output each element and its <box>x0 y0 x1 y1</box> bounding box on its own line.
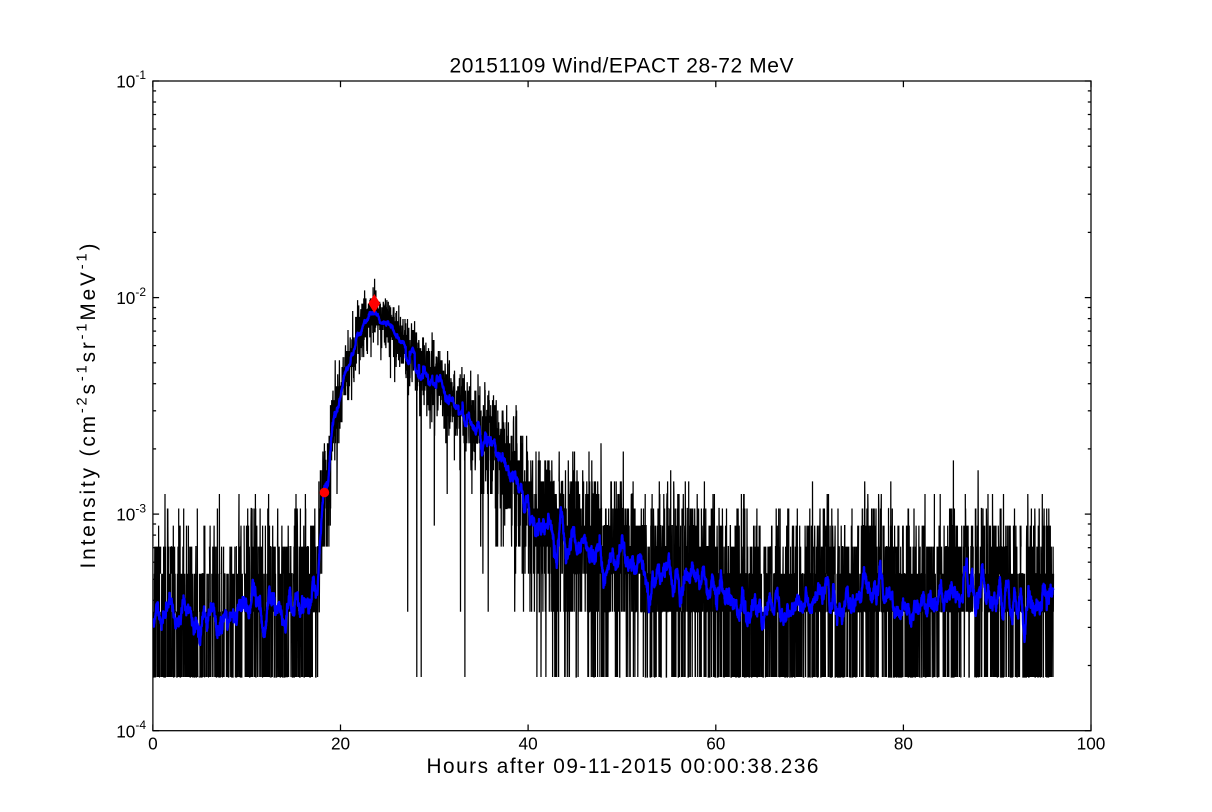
svg-text:20151109 Wind/EPACT 28-72 MeV: 20151109 Wind/EPACT 28-72 MeV <box>450 55 794 78</box>
svg-text:60: 60 <box>706 734 725 754</box>
svg-text:100: 100 <box>1077 734 1106 754</box>
svg-text:20: 20 <box>331 734 350 754</box>
svg-text:80: 80 <box>894 734 913 754</box>
svg-text:40: 40 <box>519 734 538 754</box>
svg-text:Hours after 09-11-2015 00:00:3: Hours after 09-11-2015 00:00:38.236 <box>427 755 819 778</box>
svg-text:0: 0 <box>148 734 158 754</box>
